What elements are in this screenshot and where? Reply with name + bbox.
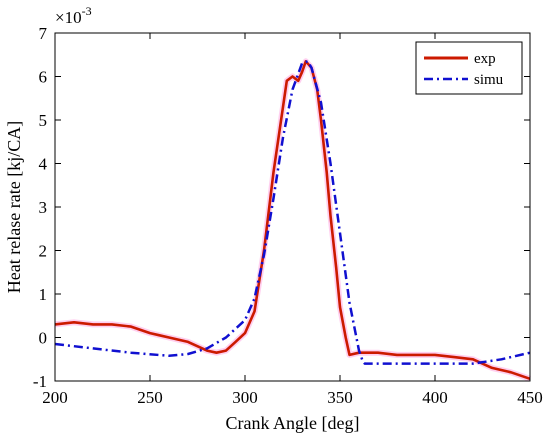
x-tick-label: 450 xyxy=(517,388,543,407)
legend-label-simu: simu xyxy=(474,72,504,88)
y-tick-label: 7 xyxy=(39,24,48,43)
y-multiplier-base: ×10 xyxy=(55,8,82,27)
y-axis-title: Heat relase rate [kj/CA] xyxy=(4,121,24,293)
y-multiplier-exponent: -3 xyxy=(82,4,92,18)
y-tick-label: 5 xyxy=(39,111,48,130)
x-axis-title: Crank Angle [deg] xyxy=(226,413,360,433)
legend: exp simu xyxy=(415,41,523,95)
y-tick-label: 4 xyxy=(39,155,48,174)
x-tick-label: 300 xyxy=(232,388,258,407)
x-tick-label: 350 xyxy=(327,388,353,407)
y-tick-label: 2 xyxy=(39,242,48,261)
y-tick-label: -1 xyxy=(33,372,47,391)
legend-label-exp: exp xyxy=(474,51,496,67)
series-simu-line xyxy=(54,60,531,365)
series-exp-line xyxy=(54,59,531,381)
x-tick-label: 400 xyxy=(422,388,448,407)
legend-box xyxy=(415,41,523,95)
y-tick-label: 0 xyxy=(39,329,48,348)
x-tick-label: 250 xyxy=(137,388,163,407)
y-tick-label: 3 xyxy=(39,198,48,217)
y-axis-multiplier: ×10-3 xyxy=(55,4,92,27)
y-tick-label: 1 xyxy=(39,285,48,304)
x-tick-label: 200 xyxy=(42,388,68,407)
y-tick-label: 6 xyxy=(39,68,48,87)
